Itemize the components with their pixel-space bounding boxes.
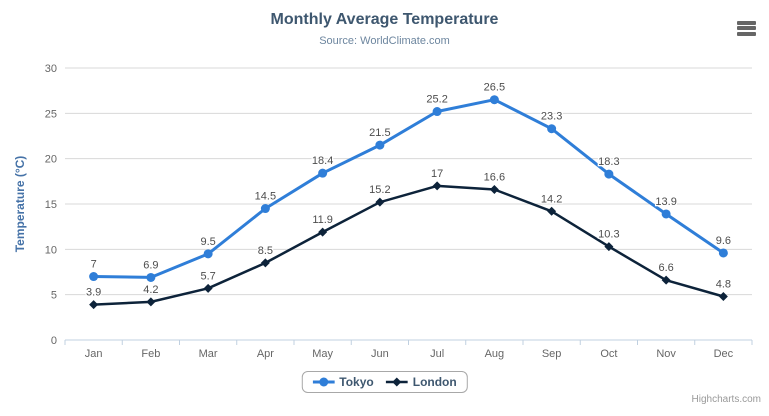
data-point-marker[interactable] (489, 95, 499, 105)
data-point-marker[interactable] (547, 124, 557, 134)
tokyo-series-marker-icon (312, 377, 335, 387)
data-point-marker[interactable] (318, 168, 328, 178)
y-gridlines (65, 67, 752, 341)
chart-subtitle: Source: WorldClimate.com (319, 35, 450, 47)
legend-label-tokyo: Tokyo (339, 375, 374, 389)
data-point-marker[interactable] (203, 283, 213, 293)
svg-text:May: May (312, 348, 333, 360)
legend: Tokyo London (301, 371, 468, 393)
data-label: 9.6 (716, 235, 731, 247)
data-point-marker[interactable] (318, 227, 328, 237)
svg-text:Feb: Feb (141, 348, 160, 360)
data-label: 5.7 (200, 270, 215, 282)
data-label: 6.9 (143, 259, 158, 271)
data-label: 16.6 (484, 171, 505, 183)
data-point-marker[interactable] (89, 272, 99, 282)
hamburger-icon (737, 20, 756, 36)
data-label: 4.8 (716, 278, 731, 290)
data-point-marker[interactable] (661, 275, 671, 285)
data-label: 13.9 (655, 196, 676, 208)
svg-text:Mar: Mar (199, 348, 218, 360)
data-label: 17 (431, 168, 443, 180)
x-axis-labels: Jan Feb Mar Apr May Jun Jul Aug Sep Oct Nov Dec (85, 348, 734, 360)
context-menu-button[interactable] (737, 19, 756, 37)
chart-title: Monthly Average Temperature (270, 11, 499, 28)
data-label: 4.2 (143, 284, 158, 296)
svg-text:Dec: Dec (714, 348, 734, 360)
data-point-marker[interactable] (604, 242, 614, 252)
svg-text:25: 25 (45, 108, 57, 120)
data-point-marker[interactable] (604, 169, 614, 179)
data-label: 18.4 (312, 155, 333, 167)
svg-text:10: 10 (45, 244, 57, 256)
data-point-marker[interactable] (547, 206, 557, 216)
svg-text:Aug: Aug (485, 348, 505, 360)
data-label: 15.2 (369, 184, 390, 196)
data-point-marker[interactable] (146, 297, 156, 307)
data-label: 7 (91, 259, 97, 271)
data-label: 25.2 (426, 94, 447, 106)
data-label: 6.6 (658, 262, 673, 274)
data-point-marker[interactable] (203, 249, 213, 259)
y-axis-title: Temperature (°C) (13, 156, 27, 253)
svg-text:Oct: Oct (600, 348, 617, 360)
y-axis-labels: 0 5 10 15 20 25 30 (45, 63, 57, 347)
data-label: 26.5 (484, 82, 505, 94)
data-point-marker[interactable] (432, 107, 442, 117)
data-label: 8.5 (258, 245, 273, 257)
london-series-marker-icon (385, 377, 408, 387)
svg-text:20: 20 (45, 154, 57, 166)
svg-text:Sep: Sep (542, 348, 562, 360)
x-axis-ticks (64, 340, 753, 345)
data-label: 9.5 (200, 236, 215, 248)
svg-text:30: 30 (45, 63, 57, 75)
data-label: 14.2 (541, 193, 562, 205)
legend-label-london: London (412, 375, 457, 389)
data-point-marker[interactable] (432, 181, 442, 191)
data-point-marker[interactable] (146, 272, 156, 282)
data-point-marker[interactable] (89, 300, 99, 310)
series-tokyo: 7 6.9 9.5 14.5 18.4 21.5 25.2 26.5 23.3 18.3 13.9 9… (89, 80, 732, 282)
data-label: 14.5 (255, 191, 276, 203)
data-label: 18.3 (598, 156, 619, 168)
svg-text:Nov: Nov (656, 348, 676, 360)
svg-text:Jun: Jun (371, 348, 389, 360)
svg-text:Jul: Jul (430, 348, 444, 360)
series-london: 3.9 4.2 5.7 8.5 11.9 15.2 17 16.6 14.2 10.3 6.6 4.8 (85, 167, 732, 310)
series-line (92, 98, 725, 279)
svg-text:Jan: Jan (85, 348, 103, 360)
data-point-marker[interactable] (661, 209, 671, 219)
svg-text:Apr: Apr (257, 348, 274, 360)
data-point-marker[interactable] (375, 140, 385, 150)
svg-text:0: 0 (51, 335, 57, 347)
data-point-marker[interactable] (718, 291, 728, 301)
data-label: 23.3 (541, 111, 562, 123)
series-line (92, 184, 725, 306)
data-point-marker[interactable] (375, 197, 385, 207)
data-point-marker[interactable] (489, 184, 499, 194)
svg-text:15: 15 (45, 199, 57, 211)
data-label: 11.9 (312, 214, 333, 226)
credits-link[interactable]: Highcharts.com (691, 394, 761, 405)
data-label: 21.5 (369, 127, 390, 139)
data-label: 10.3 (598, 229, 619, 241)
data-point-marker[interactable] (260, 204, 270, 214)
data-point-marker[interactable] (718, 248, 728, 258)
svg-text:5: 5 (51, 290, 57, 302)
legend-item-tokyo[interactable]: Tokyo (312, 375, 374, 389)
legend-item-london[interactable]: London (385, 375, 457, 389)
data-point-marker[interactable] (260, 258, 270, 268)
data-label: 3.9 (86, 287, 101, 299)
